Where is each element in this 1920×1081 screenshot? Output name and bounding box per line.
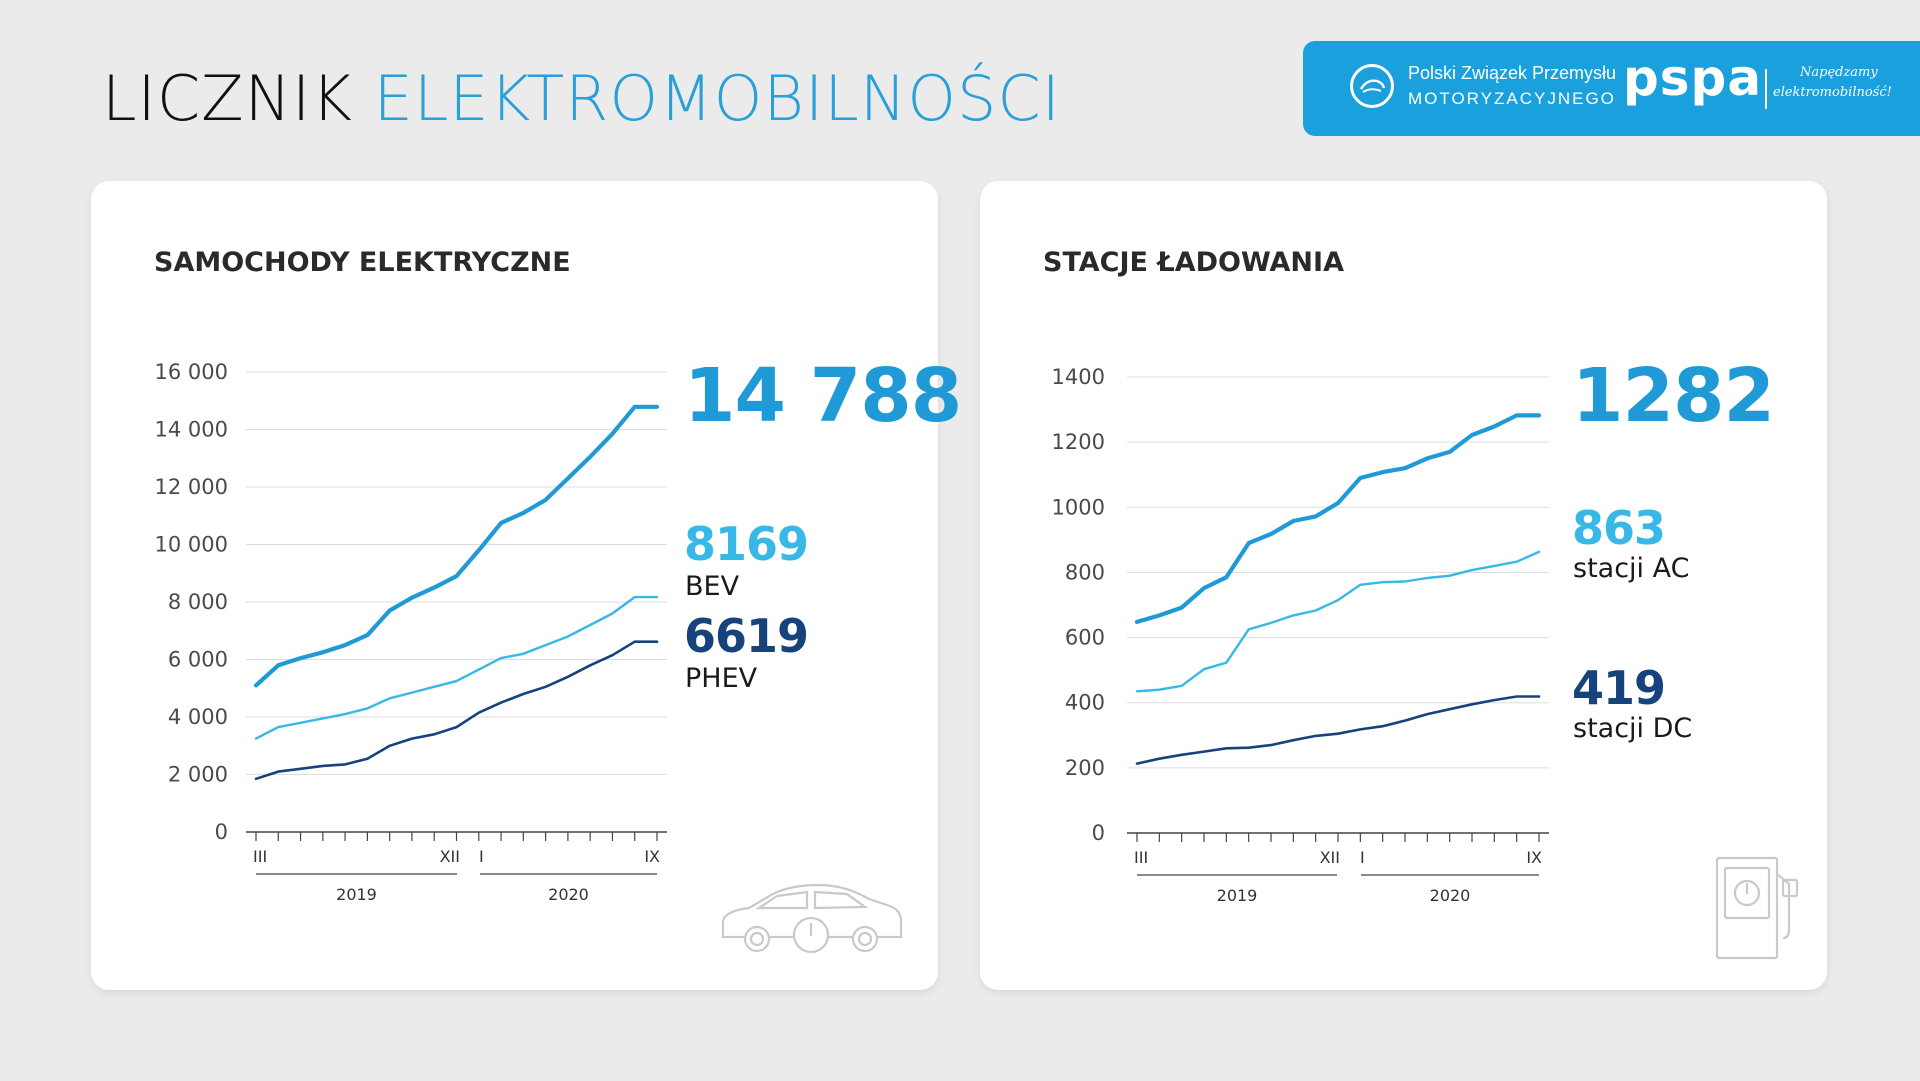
pspa-logo: pspa: [1623, 49, 1763, 107]
charging-station-icon: [1715, 856, 1799, 960]
y-tick-label: 10 000: [155, 533, 228, 557]
association-name-line1: Polski Związek Przemysłu: [1408, 63, 1617, 83]
cars-chart-title: SAMOCHODY ELEKTRYCZNE: [154, 247, 571, 278]
logo-divider: [1765, 69, 1767, 109]
cars-chart: 0 2 000 4 000 6 000 8 000 10 000 12 000 14 000 1…: [155, 360, 667, 904]
stations-chart-title: STACJE ŁADOWANIA: [1043, 247, 1344, 278]
y-tick-label: 800: [1065, 560, 1105, 584]
x-tick-label: I: [479, 847, 484, 866]
stations-ac-value: 863: [1572, 501, 1666, 555]
cars-bev-value: 8169: [684, 517, 809, 571]
stations-ac-label: stacji AC: [1573, 553, 1690, 584]
y-tick-label: 1000: [1052, 495, 1105, 519]
series-line-total: [1134, 413, 1542, 624]
y-tick-label: 14 000: [155, 418, 228, 442]
brand-banner: Polski Związek Przemysłu MOTORYZACYJNEGO…: [1303, 41, 1920, 136]
year-label: 2019: [336, 885, 377, 904]
series-line-phev: [254, 640, 659, 781]
title-part-1: LICZNIK: [102, 62, 353, 135]
x-tick-label: III: [1134, 848, 1148, 867]
y-tick-label: 0: [1092, 821, 1105, 845]
series-line-total: [253, 404, 660, 688]
y-tick-label: 0: [215, 820, 228, 844]
cars-bev-label: BEV: [685, 571, 740, 602]
stations-chart: 0 200 400 600 800 1000 1200 1400 III XII I IX 2019 20…: [1052, 365, 1549, 905]
title-part-2: ELEKTROMOBILNOŚCI: [373, 62, 1061, 135]
y-tick-label: 200: [1065, 756, 1105, 780]
y-tick-label: 12 000: [155, 475, 228, 499]
y-tick-label: 1400: [1052, 365, 1105, 389]
y-tick-label: 8 000: [168, 590, 228, 614]
x-tick-label: XII: [440, 847, 460, 866]
x-tick-label: I: [1360, 848, 1365, 867]
year-label: 2020: [548, 885, 589, 904]
y-tick-label: 1200: [1052, 430, 1105, 454]
year-label: 2019: [1217, 886, 1258, 905]
cars-phev-label: PHEV: [685, 663, 758, 694]
pzpm-emblem-icon: [1350, 64, 1394, 108]
y-tick-label: 2 000: [168, 763, 228, 787]
tagline-line2: elektromobilność!: [1773, 85, 1892, 100]
series-line-phev: [1135, 695, 1541, 765]
stations-dc-value: 419: [1572, 661, 1666, 715]
x-tick-label: IX: [644, 847, 660, 866]
year-label: 2020: [1430, 886, 1471, 905]
series-line-bev: [1135, 550, 1541, 693]
y-tick-label: 600: [1065, 626, 1105, 650]
y-tick-label: 16 000: [155, 360, 228, 384]
cars-card: SAMOCHODY ELEKTRYCZNE 0 2 000 4 000 6 000 8 …: [91, 181, 962, 990]
x-tick-label: IX: [1526, 848, 1542, 867]
cars-total-value: 14 788: [684, 353, 962, 439]
association-name-line2: MOTORYZACYJNEGO: [1408, 89, 1616, 108]
stations-total-value: 1282: [1572, 353, 1775, 439]
y-tick-label: 6 000: [168, 648, 228, 672]
y-tick-label: 4 000: [168, 705, 228, 729]
y-tick-label: 400: [1065, 691, 1105, 715]
x-tick-label: III: [253, 847, 267, 866]
stations-card: STACJE ŁADOWANIA 0 200 400 600 800 1000 1200 14…: [980, 181, 1827, 990]
page-title: LICZNIK ELEKTROMOBILNOŚCI: [102, 62, 1061, 135]
stations-dc-label: stacji DC: [1573, 713, 1693, 744]
electric-car-icon: [721, 883, 903, 954]
series-line-bev: [254, 595, 659, 740]
x-tick-label: XII: [1320, 848, 1340, 867]
cars-phev-value: 6619: [684, 609, 809, 663]
tagline-line1: Napędzamy: [1800, 65, 1878, 80]
